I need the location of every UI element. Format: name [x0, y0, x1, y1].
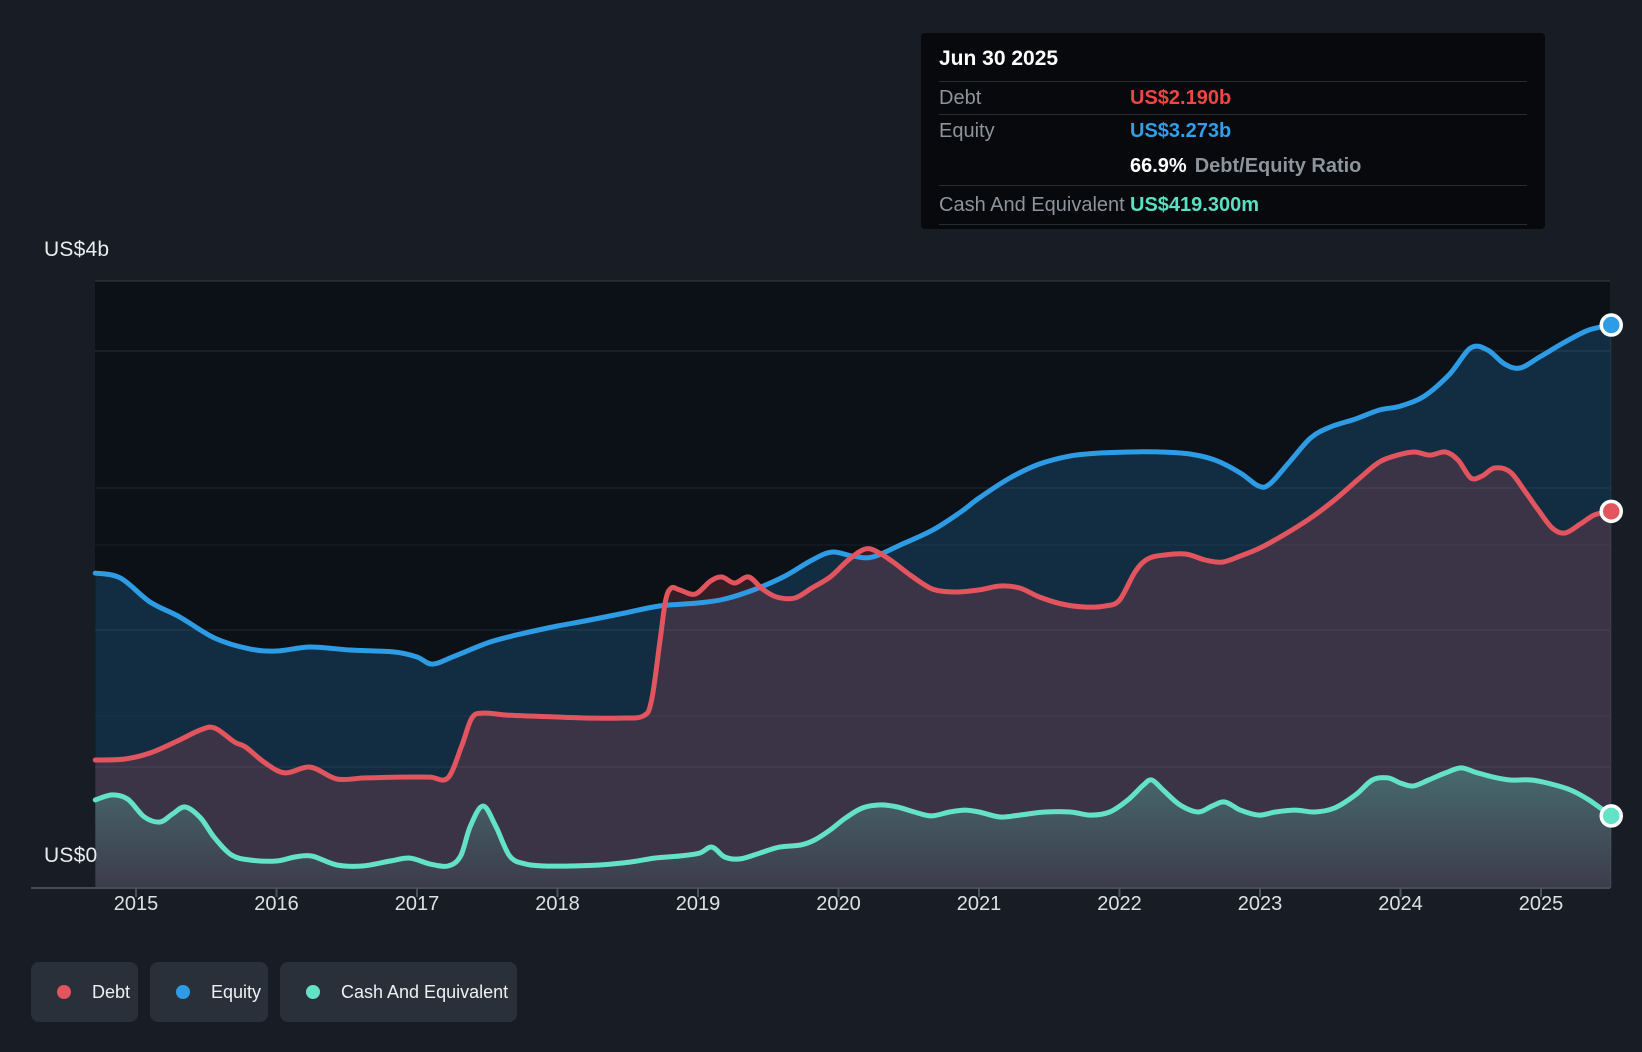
tooltip-cash-value: US$419.300m [1130, 193, 1259, 216]
x-axis-year-label: 2020 [816, 893, 861, 915]
y-axis-label-zero: US$0 [44, 844, 98, 867]
endpoint-marker-debt [1599, 499, 1623, 524]
tooltip-debt-label: Debt [939, 86, 982, 109]
tooltip-row-debt: Debt US$2.190b [939, 82, 1527, 115]
x-axis-year-label: 2017 [394, 893, 440, 915]
x-axis-year-label: 2025 [1518, 893, 1564, 915]
x-axis-year-label: 2024 [1378, 893, 1423, 915]
tooltip-date: Jun 30 2025 [939, 33, 1527, 82]
chart-canvas [31, 280, 1623, 897]
chart-legend: Debt Equity Cash And Equivalent [0, 962, 1642, 1022]
x-axis-year-label: 2022 [1097, 893, 1142, 915]
tooltip-row-equity: Equity US$3.273b [939, 115, 1527, 148]
endpoint-marker-cash [1599, 804, 1623, 828]
legend-item-cash[interactable]: Cash And Equivalent [280, 962, 517, 1022]
legend-dot-debt-icon [57, 985, 71, 999]
tooltip-debt-value: US$2.190b [1130, 86, 1232, 109]
tooltip-row-ratio: 66.9% Debt/Equity Ratio [939, 148, 1527, 186]
legend-item-debt[interactable]: Debt [31, 962, 138, 1022]
x-axis-year-label: 2023 [1237, 893, 1283, 915]
legend-debt-label: Debt [92, 981, 131, 1002]
legend-item-equity[interactable]: Equity [150, 962, 268, 1022]
legend-equity-label: Equity [211, 981, 262, 1002]
tooltip-equity-value: US$3.273b [1130, 120, 1232, 142]
legend-cash-label: Cash And Equivalent [341, 981, 509, 1002]
tooltip-row-cash: Cash And Equivalent US$419.300m [939, 186, 1527, 225]
endpoint-marker-equity [1599, 313, 1623, 337]
tooltip-ratio-label: Debt/Equity Ratio [1194, 155, 1362, 177]
x-axis-year-label: 2019 [675, 893, 721, 915]
x-axis-year-label: 2015 [113, 893, 159, 915]
x-axis-year-label: 2018 [535, 893, 580, 915]
tooltip-cash-label: Cash And Equivalent [939, 193, 1125, 216]
y-axis-label-top: US$4b [44, 238, 110, 261]
x-axis-year-label: 2021 [956, 893, 1002, 915]
tooltip-equity-label: Equity [939, 120, 995, 142]
tooltip: Jun 30 2025 Debt US$2.190b Equity US$3.2… [921, 33, 1545, 229]
tooltip-ratio-value: 66.9% [1130, 155, 1187, 177]
x-axis-year-label: 2016 [254, 893, 299, 915]
legend-dot-equity-icon [176, 985, 190, 999]
legend-dot-cash-icon [306, 985, 320, 999]
